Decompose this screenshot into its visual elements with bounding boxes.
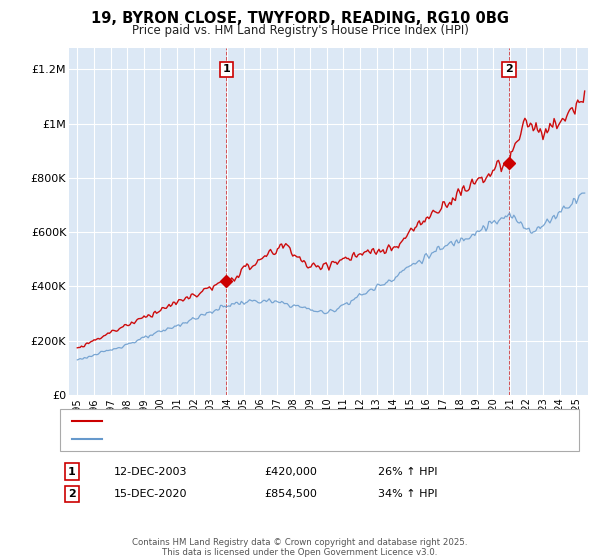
Text: 2: 2	[505, 64, 513, 74]
Text: 19, BYRON CLOSE, TWYFORD, READING, RG10 0BG: 19, BYRON CLOSE, TWYFORD, READING, RG10 …	[91, 11, 509, 26]
Text: 19, BYRON CLOSE, TWYFORD, READING, RG10 0BG (detached house): 19, BYRON CLOSE, TWYFORD, READING, RG10 …	[108, 416, 454, 426]
Text: 15-DEC-2020: 15-DEC-2020	[114, 489, 187, 499]
Text: Price paid vs. HM Land Registry's House Price Index (HPI): Price paid vs. HM Land Registry's House …	[131, 24, 469, 36]
Text: 1: 1	[223, 64, 230, 74]
Text: £854,500: £854,500	[264, 489, 317, 499]
Text: 12-DEC-2003: 12-DEC-2003	[114, 466, 187, 477]
Text: £420,000: £420,000	[264, 466, 317, 477]
Text: Contains HM Land Registry data © Crown copyright and database right 2025.
This d: Contains HM Land Registry data © Crown c…	[132, 538, 468, 557]
Text: 26% ↑ HPI: 26% ↑ HPI	[378, 466, 437, 477]
Text: 1: 1	[68, 466, 76, 477]
Text: 2: 2	[68, 489, 76, 499]
Text: 34% ↑ HPI: 34% ↑ HPI	[378, 489, 437, 499]
Text: HPI: Average price, detached house, Wokingham: HPI: Average price, detached house, Woki…	[108, 434, 351, 444]
